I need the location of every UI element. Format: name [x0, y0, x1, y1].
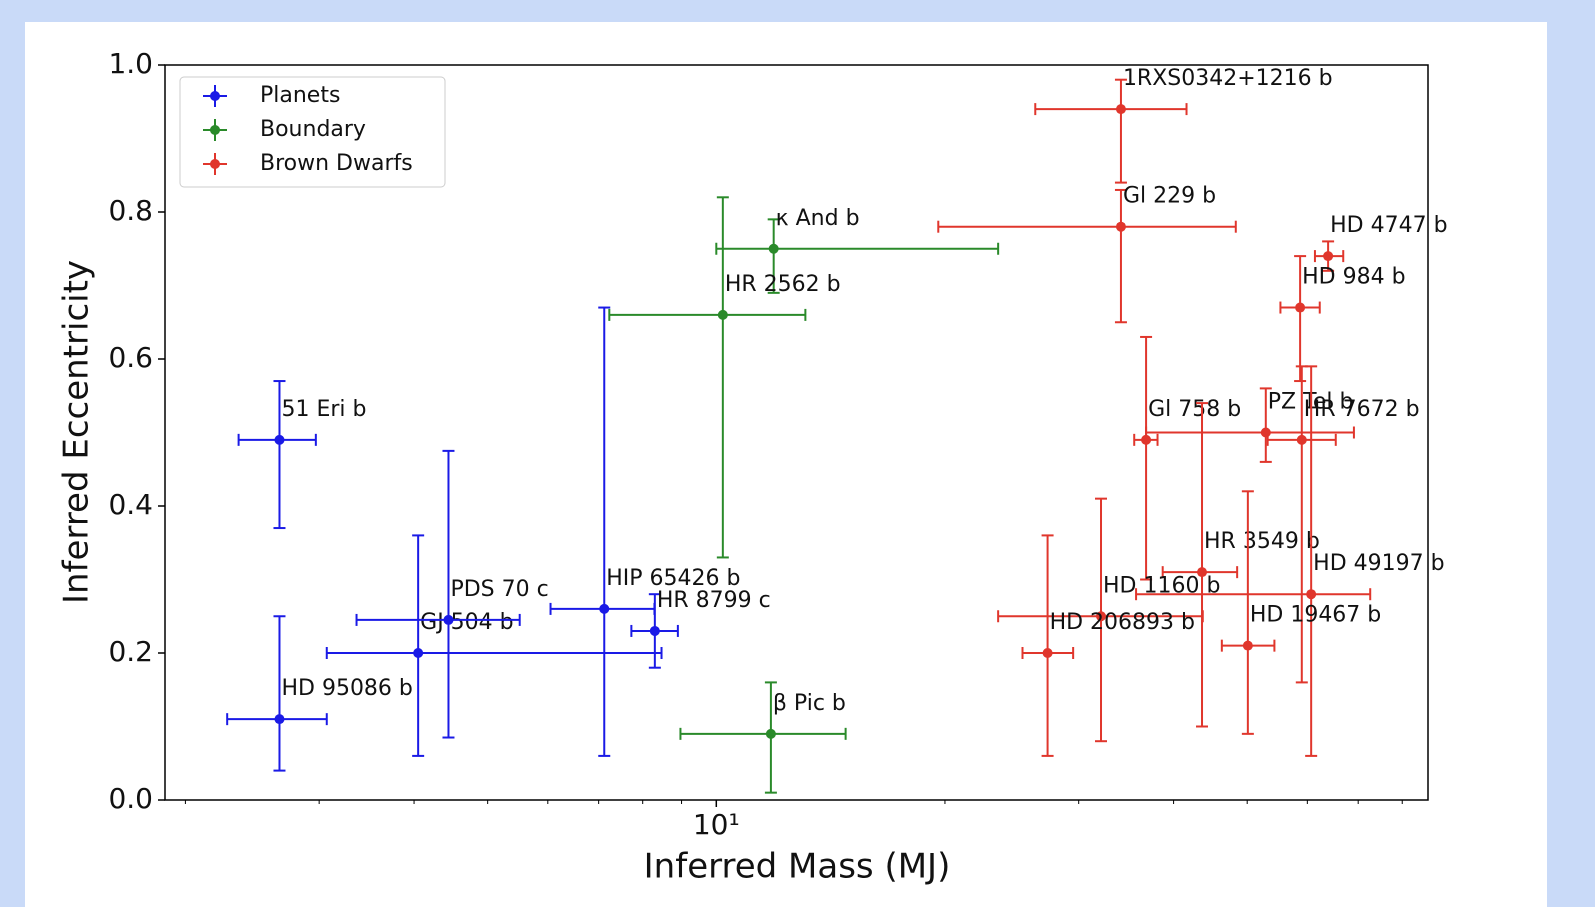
point-label: HD 49197 b	[1313, 551, 1444, 576]
plot-frame	[164, 64, 1429, 801]
point-label: κ And b	[776, 206, 860, 231]
point	[1242, 640, 1253, 651]
y-tick-label: 0.0	[108, 782, 153, 815]
point	[599, 603, 610, 614]
point-label: HR 2562 b	[725, 272, 841, 297]
point	[1260, 427, 1271, 438]
point-label: HD 984 b	[1302, 265, 1405, 290]
point-label: 51 Eri b	[281, 397, 366, 422]
point	[1296, 434, 1307, 445]
point	[443, 614, 454, 625]
y-tick-label: 0.2	[108, 635, 153, 668]
legend-box	[179, 76, 446, 188]
point	[1141, 434, 1152, 445]
point-label: β Pic b	[773, 691, 846, 716]
point-label: PDS 70 c	[450, 577, 548, 602]
point	[1295, 302, 1306, 313]
point-label: HR 8799 c	[657, 588, 771, 613]
point	[1096, 611, 1107, 622]
y-tick-label: 0.4	[108, 488, 153, 521]
point	[1115, 221, 1126, 232]
point-label: HR 7672 b	[1304, 397, 1420, 422]
point-label: Gl 758 b	[1148, 397, 1241, 422]
point	[1115, 104, 1126, 115]
point-label: Gl 229 b	[1123, 184, 1216, 209]
point-label: GJ 504 b	[420, 610, 513, 635]
y-tick-label: 0.8	[108, 194, 153, 227]
legend-marker	[210, 91, 220, 101]
y-tick-label: 0.6	[108, 341, 153, 374]
point	[1323, 251, 1334, 262]
y-axis-label: Inferred Eccentricity	[57, 260, 97, 604]
point	[1042, 648, 1053, 658]
point-label: HR 3549 b	[1204, 529, 1320, 554]
point	[649, 625, 660, 636]
point	[768, 243, 779, 254]
point	[413, 648, 424, 658]
legend-label: Boundary	[260, 117, 366, 142]
legend-label: Planets	[260, 83, 340, 108]
y-tick-label: 1.0	[108, 47, 153, 80]
point-label: 1RXS0342+1216 b	[1123, 66, 1333, 91]
point-label: HD 4747 b	[1330, 213, 1447, 238]
point-label: HIP 65426 b	[606, 566, 740, 591]
point	[1306, 589, 1317, 600]
point-label: HD 1160 b	[1103, 573, 1220, 598]
point-label: HD 95086 b	[281, 676, 412, 701]
point	[1197, 567, 1208, 578]
point	[717, 309, 728, 320]
point	[765, 728, 776, 739]
legend-marker	[210, 125, 220, 135]
point-label: HD 206893 b	[1050, 610, 1195, 635]
point-label: HD 19467 b	[1250, 603, 1381, 628]
point	[274, 434, 285, 445]
x-axis-label: Inferred Mass (MJ)	[644, 847, 951, 887]
point	[274, 714, 285, 725]
x-tick-label: 10¹	[693, 808, 740, 841]
legend-marker	[210, 159, 220, 169]
legend-label: Brown Dwarfs	[260, 151, 413, 176]
